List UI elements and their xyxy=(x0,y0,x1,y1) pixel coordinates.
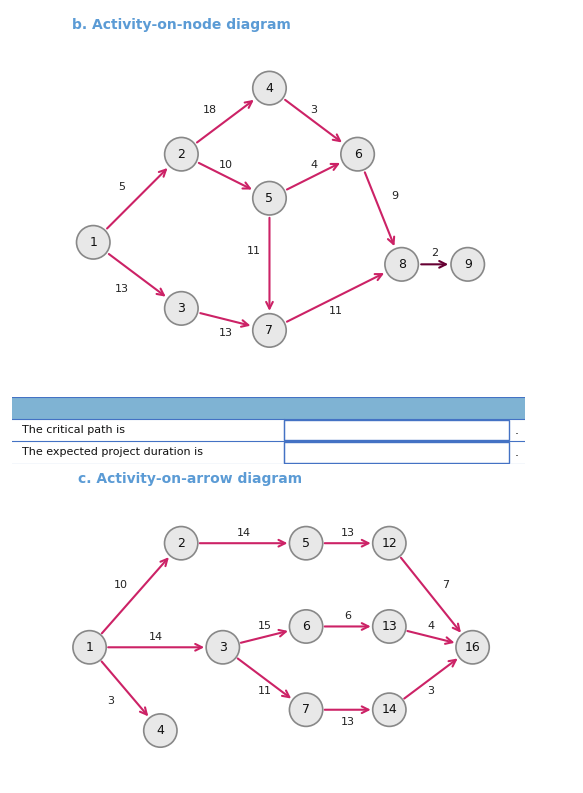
Text: 11: 11 xyxy=(247,246,261,256)
Circle shape xyxy=(253,71,286,105)
Text: 4: 4 xyxy=(427,622,434,631)
Circle shape xyxy=(253,314,286,347)
Circle shape xyxy=(373,527,406,560)
Text: 6: 6 xyxy=(344,611,351,621)
Text: 7: 7 xyxy=(265,324,273,337)
Text: 5: 5 xyxy=(265,192,273,205)
Circle shape xyxy=(456,630,489,664)
Text: 13: 13 xyxy=(115,284,129,293)
Circle shape xyxy=(164,527,198,560)
Circle shape xyxy=(206,630,240,664)
Text: 14: 14 xyxy=(237,528,251,538)
Circle shape xyxy=(451,247,484,281)
Text: 11: 11 xyxy=(258,686,272,696)
Text: b. Activity-on-node diagram: b. Activity-on-node diagram xyxy=(72,17,291,32)
Circle shape xyxy=(373,693,406,726)
FancyBboxPatch shape xyxy=(283,420,510,440)
Text: The expected project duration is: The expected project duration is xyxy=(22,447,203,458)
Circle shape xyxy=(73,630,106,664)
Text: 5: 5 xyxy=(118,182,125,192)
Text: 2: 2 xyxy=(431,248,438,259)
Text: 4: 4 xyxy=(265,82,273,94)
FancyBboxPatch shape xyxy=(12,396,525,419)
Text: 6: 6 xyxy=(302,620,310,633)
Circle shape xyxy=(164,137,198,171)
Text: 10: 10 xyxy=(114,580,128,590)
Text: 18: 18 xyxy=(203,105,217,115)
Text: 14: 14 xyxy=(381,703,397,716)
Text: 1: 1 xyxy=(86,641,93,653)
Text: 14: 14 xyxy=(149,632,163,642)
Circle shape xyxy=(341,137,374,171)
Text: 1: 1 xyxy=(89,236,97,249)
Text: 2: 2 xyxy=(177,537,185,550)
Text: The critical path is: The critical path is xyxy=(22,425,125,435)
Text: 13: 13 xyxy=(340,717,354,727)
Text: 13: 13 xyxy=(340,528,354,538)
FancyBboxPatch shape xyxy=(283,442,510,462)
Circle shape xyxy=(76,225,110,259)
Circle shape xyxy=(164,292,198,325)
Circle shape xyxy=(289,527,323,560)
Circle shape xyxy=(143,714,177,747)
Text: 13: 13 xyxy=(219,328,233,338)
Circle shape xyxy=(289,610,323,643)
Text: 8: 8 xyxy=(398,258,406,271)
Text: .: . xyxy=(514,446,518,459)
Text: 15: 15 xyxy=(258,622,272,631)
Text: 16: 16 xyxy=(465,641,480,653)
Text: 7: 7 xyxy=(442,580,449,590)
Text: .: . xyxy=(514,423,518,437)
Text: 9: 9 xyxy=(464,258,472,271)
Text: 10: 10 xyxy=(219,160,233,170)
Text: 3: 3 xyxy=(427,686,434,696)
Text: 13: 13 xyxy=(381,620,397,633)
Circle shape xyxy=(253,182,286,215)
Circle shape xyxy=(373,610,406,643)
Circle shape xyxy=(289,693,323,726)
Text: 11: 11 xyxy=(329,305,343,316)
Text: 7: 7 xyxy=(302,703,310,716)
Text: c. Activity-on-arrow diagram: c. Activity-on-arrow diagram xyxy=(78,473,302,486)
Text: 5: 5 xyxy=(302,537,310,550)
Text: 2: 2 xyxy=(177,147,185,161)
Text: 9: 9 xyxy=(391,191,399,201)
Text: 12: 12 xyxy=(381,537,397,550)
Text: 3: 3 xyxy=(219,641,227,653)
Text: 3: 3 xyxy=(107,696,114,707)
Text: 4: 4 xyxy=(310,160,317,170)
Text: 4: 4 xyxy=(156,724,164,737)
Text: 3: 3 xyxy=(310,105,317,115)
Text: 3: 3 xyxy=(177,302,185,315)
Circle shape xyxy=(385,247,419,281)
Text: 6: 6 xyxy=(354,147,361,161)
